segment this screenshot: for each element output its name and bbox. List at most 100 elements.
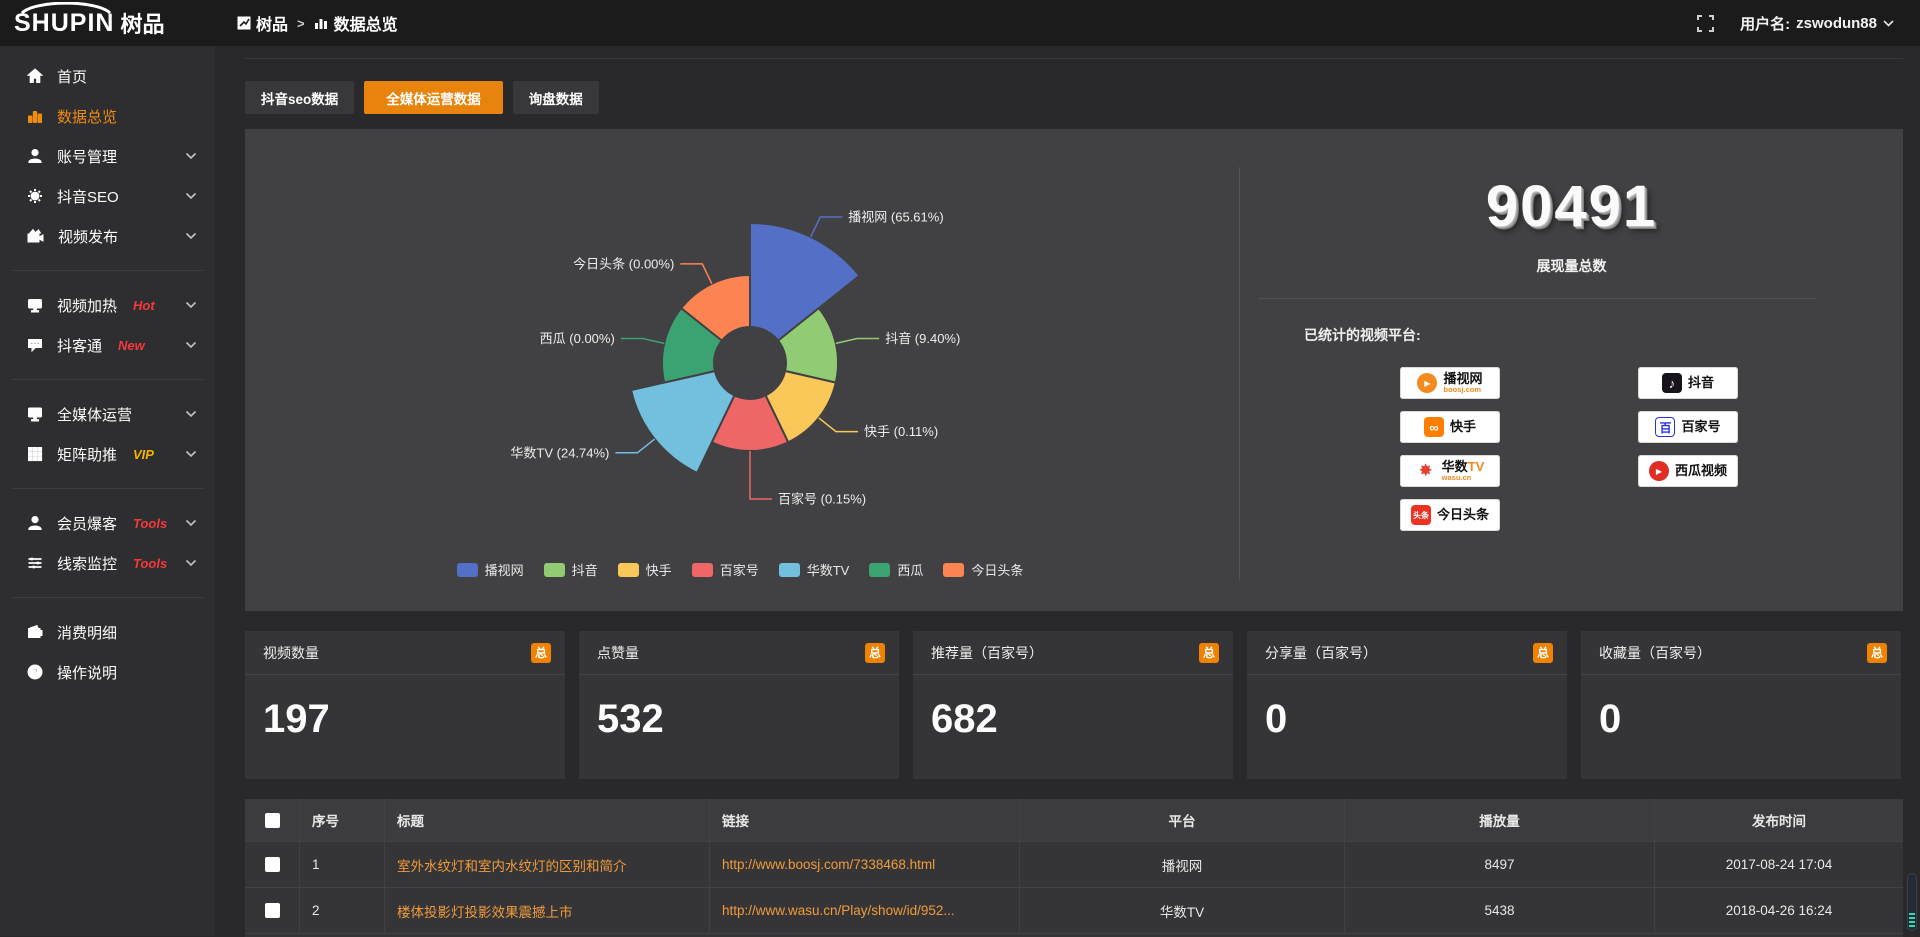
- total-badge[interactable]: 总: [1199, 643, 1219, 663]
- table-cell: 2: [300, 888, 385, 933]
- logo-text-cn: 树品: [120, 14, 164, 36]
- chart-legend: 播视网 抖音 快手 百家号 华数TV 西瓜 今日头条: [245, 560, 1235, 579]
- legend-item-华数TV[interactable]: 华数TV: [779, 560, 850, 579]
- toutiao-icon: 头条: [1411, 505, 1431, 525]
- total-badge[interactable]: 总: [531, 643, 551, 663]
- kuaishou-icon: ∞: [1424, 417, 1444, 437]
- stat-card-value: 0: [1581, 675, 1901, 742]
- table-cell: 2018-04-26 16:24: [1655, 888, 1903, 933]
- pie-label: 华数TV (24.74%): [510, 445, 609, 460]
- sidebar-item-4[interactable]: 抖音SEO: [0, 176, 215, 216]
- legend-item-播视网[interactable]: 播视网: [457, 560, 524, 579]
- platform-badge-百家号[interactable]: 百百家号: [1638, 411, 1738, 443]
- sidebar-item-13[interactable]: ? 操作说明: [0, 652, 215, 692]
- rose-chart-section: 播视网 (65.61%)抖音 (9.40%)快手 (0.11%)百家号 (0.1…: [245, 129, 1240, 611]
- sidebar-item-2[interactable]: 数据总览: [0, 96, 215, 136]
- user-icon: [27, 148, 43, 164]
- member-icon: [27, 515, 43, 531]
- topbar: SHUPIN 树品 树品 > 数据总览 用户名: zswodun88: [0, 0, 1920, 46]
- user-menu[interactable]: 用户名: zswodun88: [1740, 13, 1894, 34]
- chevron-down-icon: [185, 152, 197, 160]
- total-badge[interactable]: 总: [865, 643, 885, 663]
- sidebar-divider: [12, 270, 203, 271]
- tab-1[interactable]: 抖音seo数据: [245, 81, 354, 114]
- fullscreen-icon[interactable]: [1697, 15, 1714, 32]
- total-badge[interactable]: 总: [1867, 643, 1887, 663]
- sidebar-item-label: 数据总览: [57, 106, 117, 127]
- video-url-link[interactable]: http://www.wasu.cn/Play/show/id/952...: [710, 888, 1020, 933]
- total-badge[interactable]: 总: [1533, 643, 1553, 663]
- question-icon: ?: [27, 664, 43, 680]
- header-divider: [245, 58, 1903, 59]
- video-title-link[interactable]: 室外水纹灯和室内水纹灯的区别和简介: [385, 842, 710, 887]
- platform-badge-今日头条[interactable]: 头条今日头条: [1400, 499, 1500, 531]
- breadcrumb-separator: >: [297, 16, 305, 31]
- baijiahao-icon: 百: [1655, 417, 1675, 437]
- platform-name: 播视网: [1443, 372, 1482, 386]
- monitor-icon: [27, 406, 43, 422]
- legend-item-快手[interactable]: 快手: [618, 560, 672, 579]
- sidebar-item-3[interactable]: 账号管理: [0, 136, 215, 176]
- platforms-label: 已统计的视频平台:: [1304, 325, 1903, 345]
- video-publish-icon: [27, 228, 44, 244]
- platform-name: 快手: [1450, 420, 1476, 434]
- legend-item-西瓜[interactable]: 西瓜: [869, 560, 923, 579]
- legend-label: 抖音: [572, 560, 598, 579]
- platform-badge-抖音[interactable]: ♪抖音: [1638, 367, 1738, 399]
- video-title-link[interactable]: 楼体投影灯投影效果震撼上市: [385, 888, 710, 933]
- stat-card-title: 推荐量（百家号）: [931, 643, 1043, 663]
- chat-icon: [27, 337, 43, 353]
- pie-slice-华数TV[interactable]: [631, 371, 734, 473]
- total-impressions-value: 90491: [1240, 173, 1903, 240]
- sidebar-item-5[interactable]: 视频发布: [0, 216, 215, 256]
- tab-3[interactable]: 询盘数据: [513, 81, 599, 114]
- sidebar-item-label: 全媒体运营: [57, 404, 132, 425]
- sidebar-item-badge: VIP: [133, 447, 154, 462]
- sidebar-item-label: 抖客通: [57, 335, 102, 356]
- sliders-icon: [27, 555, 43, 571]
- logo-text-en: SHUPIN: [14, 11, 114, 36]
- video-url-link[interactable]: http://www.boosj.com/7338468.html: [710, 842, 1020, 887]
- legend-label: 华数TV: [807, 560, 850, 579]
- row-checkbox[interactable]: [265, 903, 280, 918]
- sidebar-divider: [12, 379, 203, 380]
- grid-icon: [27, 446, 43, 462]
- breadcrumb-root[interactable]: 树品: [237, 11, 288, 35]
- pie-label-line: [615, 439, 654, 453]
- bar-chart-icon: [314, 16, 329, 30]
- legend-item-抖音[interactable]: 抖音: [544, 560, 598, 579]
- sidebar-item-label: 会员爆客: [57, 513, 117, 534]
- platform-badge-西瓜视频[interactable]: ▶西瓜视频: [1638, 455, 1738, 487]
- scrollbar[interactable]: [1907, 873, 1917, 931]
- breadcrumb-current[interactable]: 数据总览: [314, 11, 398, 35]
- sidebar-item-8[interactable]: 全媒体运营: [0, 394, 215, 434]
- table-cell: 播视网: [1020, 842, 1345, 887]
- gear-icon: [27, 188, 43, 204]
- pie-label: 快手 (0.11%): [864, 424, 938, 439]
- douyin-note-icon: ♪: [1662, 373, 1682, 393]
- sidebar-item-label: 抖音SEO: [57, 186, 119, 207]
- legend-item-百家号[interactable]: 百家号: [692, 560, 759, 579]
- row-checkbox[interactable]: [265, 857, 280, 872]
- sidebar-item-label: 操作说明: [57, 662, 117, 683]
- sidebar-item-12[interactable]: 消费明细: [0, 612, 215, 652]
- platform-badge-快手[interactable]: ∞ 快手: [1400, 411, 1500, 443]
- select-all-checkbox[interactable]: [265, 813, 280, 828]
- total-impressions-label: 展现量总数: [1240, 256, 1903, 276]
- legend-label: 快手: [646, 560, 672, 579]
- legend-item-今日头条[interactable]: 今日头条: [943, 560, 1023, 579]
- sidebar-item-1[interactable]: 首页: [0, 56, 215, 96]
- tab-2[interactable]: 全媒体运营数据: [364, 81, 503, 114]
- rose-pie-chart: 播视网 (65.61%)抖音 (9.40%)快手 (0.11%)百家号 (0.1…: [245, 129, 1235, 611]
